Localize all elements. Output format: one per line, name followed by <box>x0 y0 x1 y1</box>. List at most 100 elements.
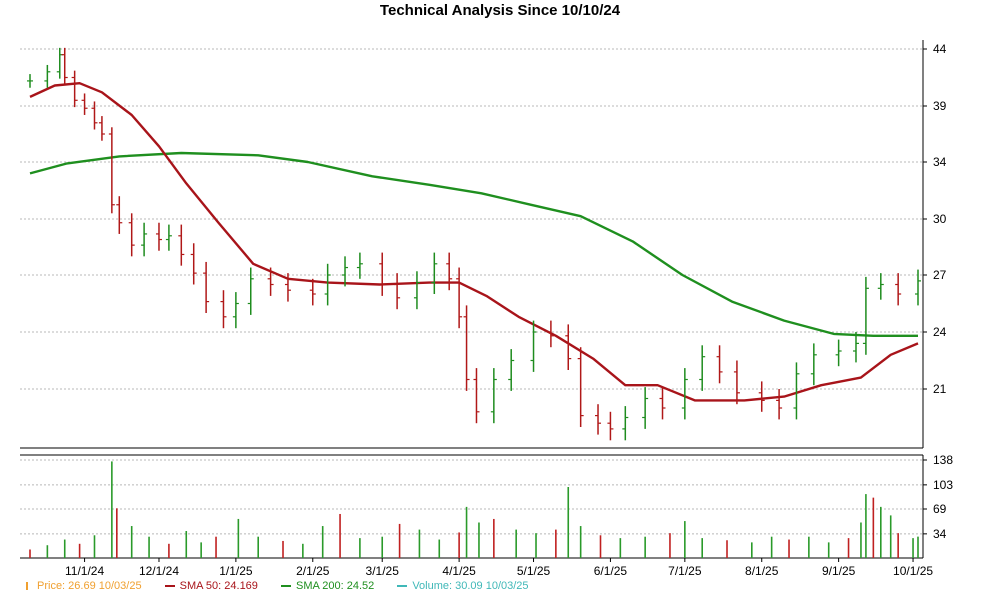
price-bar <box>56 47 63 79</box>
price-bar <box>324 263 331 306</box>
price-bar <box>27 74 33 88</box>
date-tick-label: 12/1/24 <box>139 564 179 578</box>
price-bar <box>577 347 584 427</box>
price-tick-label: 30 <box>933 212 947 226</box>
price-bar <box>508 349 515 391</box>
price-bar <box>622 406 629 441</box>
date-tick-label: 9/1/25 <box>822 564 856 578</box>
price-bar <box>232 292 239 329</box>
legend-volume-label: Volume: 30.09 10/03/25 <box>412 580 529 592</box>
price-bar <box>895 273 902 306</box>
sma50-layer <box>29 82 919 402</box>
price-bar <box>284 273 291 302</box>
price-bar <box>141 222 148 257</box>
volume-tick-label: 138 <box>933 453 953 467</box>
price-bar <box>203 261 210 313</box>
date-tick-label: 7/1/25 <box>668 564 702 578</box>
legend-sma50-marker <box>164 585 175 588</box>
legend-sma200-label: SMA 200: 24.52 <box>295 580 375 592</box>
price-bar <box>98 116 105 141</box>
price-bar <box>659 387 666 420</box>
price-tick-label: 44 <box>933 42 947 56</box>
price-bar <box>220 290 227 329</box>
price-bar <box>835 339 842 367</box>
price-bar <box>530 320 537 372</box>
price-bar <box>91 101 98 130</box>
price-tick-label: 24 <box>933 325 947 339</box>
date-tick-label: 2/1/25 <box>296 564 330 578</box>
price-bar <box>178 224 185 266</box>
price-bar <box>793 362 800 420</box>
price-bar <box>81 93 88 115</box>
price-tick-label: 27 <box>933 268 947 282</box>
volume-tick-label: 69 <box>933 502 947 516</box>
price-bar <box>565 324 572 370</box>
price-bar <box>547 320 554 348</box>
date-tick-label: 11/1/24 <box>65 564 104 578</box>
price-bar <box>446 252 453 291</box>
price-layer <box>27 47 921 441</box>
price-bar <box>431 252 438 294</box>
legend-price-marker <box>26 582 32 591</box>
date-tick-label: 10/1/25 <box>893 564 933 578</box>
price-bar <box>267 267 274 296</box>
sma200-line <box>29 151 918 337</box>
legend-sma200-marker <box>280 585 291 588</box>
price-bar <box>309 278 316 306</box>
price-bar <box>595 404 602 435</box>
legend: Price: 26.69 10/03/25 SMA 50: 24.169 SMA… <box>26 580 549 596</box>
price-bar <box>862 276 869 355</box>
legend-volume: Volume: 30.09 10/03/25 <box>397 580 529 592</box>
date-tick-label: 5/1/25 <box>517 564 551 578</box>
price-bar <box>356 252 363 279</box>
price-bar <box>413 271 420 310</box>
price-bar <box>108 127 115 214</box>
volume-tick-label: 103 <box>933 478 953 492</box>
price-bar <box>61 47 68 85</box>
date-tick-label: 1/1/25 <box>219 564 253 578</box>
price-bar <box>247 267 254 315</box>
price-tick-label: 34 <box>933 155 947 169</box>
volume-layer <box>29 461 919 558</box>
price-bar <box>758 381 765 412</box>
price-bar <box>379 252 386 296</box>
legend-price: Price: 26.69 10/03/25 <box>26 580 142 592</box>
price-bar <box>44 64 51 88</box>
price-bar <box>642 387 649 429</box>
price-bar <box>71 70 78 108</box>
price-bar <box>463 305 470 391</box>
legend-price-label: Price: 26.69 10/03/25 <box>37 580 142 592</box>
price-bar <box>128 213 135 257</box>
date-tick-label: 3/1/25 <box>366 564 400 578</box>
price-bar <box>776 389 783 420</box>
price-bar <box>456 267 463 329</box>
price-bar <box>681 368 688 420</box>
price-bar <box>877 273 884 300</box>
sma50-line <box>29 82 919 402</box>
legend-sma200: SMA 200: 24.52 <box>280 580 375 592</box>
price-bar <box>915 269 921 306</box>
tick-label-layer: 44 39 34 30 27 24 21 138 103 69 34 11/1/24 12/1/24 1/… <box>65 42 953 578</box>
price-bar <box>473 368 480 424</box>
price-bar <box>155 222 162 251</box>
price-bar <box>699 345 706 391</box>
legend-volume-marker <box>397 585 408 588</box>
grid-layer <box>20 48 923 535</box>
price-bar <box>190 243 197 285</box>
price-bar <box>716 345 723 384</box>
price-bar <box>852 332 859 363</box>
volume-tick-label: 34 <box>933 527 947 541</box>
price-bar <box>490 368 497 424</box>
legend-sma50-label: SMA 50: 24.169 <box>179 580 258 592</box>
price-tick-label: 21 <box>933 382 947 396</box>
price-bar <box>733 360 740 405</box>
chart-frame <box>20 40 927 562</box>
date-tick-label: 6/1/25 <box>594 564 628 578</box>
price-bar <box>394 273 401 310</box>
price-bar <box>342 256 349 287</box>
sma200-layer <box>29 151 918 337</box>
price-bar <box>607 411 614 441</box>
price-tick-label: 39 <box>933 99 947 113</box>
price-bar <box>810 343 817 386</box>
